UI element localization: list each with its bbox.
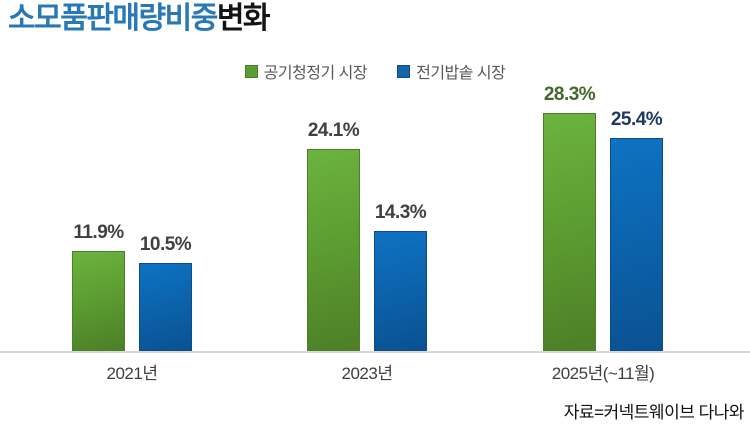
- value-label-rice-cooker-3: 25.4%: [610, 109, 663, 130]
- chart-legend: 공기청정기 시장 전기밥솥 시장: [0, 59, 750, 83]
- value-label-air-purifier-1: 11.9%: [73, 222, 124, 243]
- title-rest: 변화: [216, 2, 271, 35]
- legend-swatch-green-icon: [244, 64, 258, 78]
- bar-rice-cooker-3: [610, 138, 663, 351]
- bar-air-purifier-2: [307, 149, 360, 351]
- category-label-1: 2021년: [106, 364, 158, 383]
- legend-item-rice-cooker: 전기밥솥 시장: [397, 59, 506, 83]
- legend-swatch-blue-icon: [397, 64, 411, 78]
- title-highlight: 소모품판매량비중: [8, 2, 218, 35]
- value-label-air-purifier-3: 28.3%: [543, 84, 596, 105]
- bar-rice-cooker-1: [139, 263, 192, 351]
- source-credit: 자료=커넥트웨이브 다나와: [563, 403, 745, 422]
- category-label-3: 2025년(~11월): [551, 364, 655, 383]
- bar-air-purifier-1: [72, 251, 125, 351]
- value-label-air-purifier-2: 24.1%: [307, 120, 360, 141]
- value-label-rice-cooker-2: 14.3%: [374, 202, 427, 223]
- bar-rice-cooker-2: [374, 231, 427, 351]
- x-axis-baseline: [0, 351, 750, 353]
- legend-item-air-purifier: 공기청정기 시장: [244, 59, 368, 83]
- legend-label-air-purifier: 공기청정기 시장: [263, 65, 368, 82]
- value-label-rice-cooker-1: 10.5%: [139, 234, 192, 255]
- bar-air-purifier-3: [543, 113, 596, 351]
- category-label-2: 2023년: [341, 364, 393, 383]
- legend-label-rice-cooker: 전기밥솥 시장: [416, 65, 506, 82]
- page-title: 소모품판매량비중변화: [8, 0, 271, 38]
